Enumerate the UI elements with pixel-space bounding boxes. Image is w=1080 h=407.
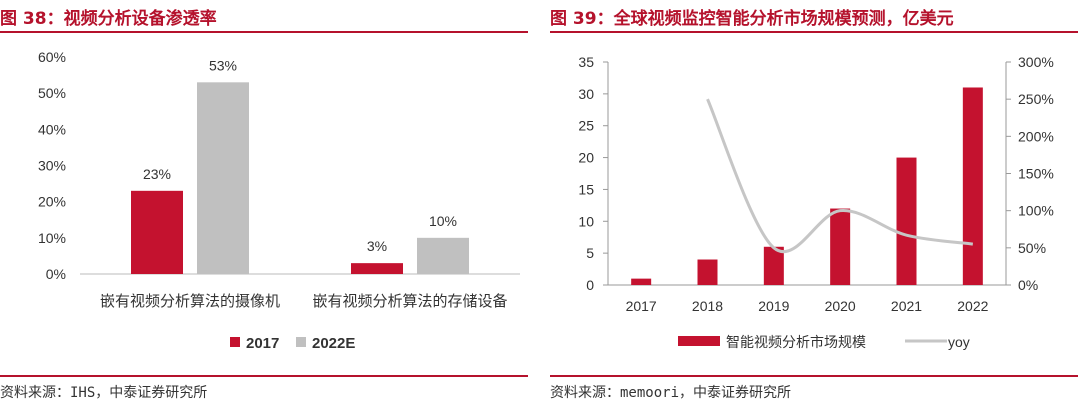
penetration-rate-bar-chart: 0% 10% 20% 30% 40% 50% 60% 23% 53% 嵌有视频分析算法的摄像机 3%… (38, 49, 520, 352)
x-tick-label: 2019 (758, 298, 789, 314)
y-tick-label: 40% (38, 121, 66, 137)
bar-2017 (631, 278, 652, 285)
left-title-rule (0, 31, 528, 33)
left-figure-panel: 图 38：视频分析设备渗透率 0% 10% 20% 30% 40% 50% 60% 23% 53… (0, 0, 530, 407)
right-figure-title: 图 39：全球视频监控智能分析市场规模预测，亿美元 (550, 9, 954, 29)
y-left-tick-label: 20 (578, 150, 594, 166)
x-tick-label: 2022 (957, 298, 988, 314)
y-tick-label: 10% (38, 230, 66, 246)
market-size-combo-chart: 0 5 10 15 20 25 30 35 0% 50% 100% 150% 200% 250% 300% 2… (578, 54, 1054, 350)
data-label: 23% (143, 166, 171, 182)
y-left-tick-label: 0 (586, 277, 594, 293)
y-right-tick-label: 0% (1018, 277, 1038, 293)
bar-2019 (763, 246, 784, 285)
bar-2021 (896, 157, 917, 285)
y-right-tick-label: 100% (1018, 203, 1054, 219)
y-left-tick-label: 10 (578, 213, 594, 229)
y-left-tick-label: 35 (578, 54, 594, 70)
data-label: 53% (209, 57, 237, 73)
y-tick-label: 60% (38, 49, 66, 65)
bar-2018 (697, 259, 718, 285)
y-right-tick-label: 200% (1018, 128, 1054, 144)
legend-label: 2022E (312, 335, 355, 352)
bar-2022E-1 (417, 237, 469, 274)
bar-2017-1 (351, 263, 403, 274)
yoy-line (706, 98, 974, 254)
data-label: 3% (367, 238, 387, 254)
y-tick-label: 20% (38, 194, 66, 210)
data-label: 10% (429, 213, 457, 229)
left-figure-title: 图 38：视频分析设备渗透率 (0, 9, 217, 29)
y-right-tick-label: 250% (1018, 91, 1054, 107)
legend-label-yoy: yoy (948, 334, 970, 350)
x-category-label: 嵌有视频分析算法的存储设备 (312, 292, 507, 310)
right-figure-panel: 图 39：全球视频监控智能分析市场规模预测，亿美元 0 5 10 15 20 25 30 35… (550, 0, 1080, 407)
bar-2022 (962, 87, 983, 285)
y-tick-label: 0% (46, 266, 66, 282)
legend-swatch-2017 (230, 337, 240, 347)
x-tick-label: 2021 (891, 298, 922, 314)
y-left-tick-label: 30 (578, 86, 594, 102)
legend-label-bars: 智能视频分析市场规模 (726, 334, 866, 350)
x-tick-label: 2018 (692, 298, 723, 314)
right-source-note: 资料来源：memoori，中泰证券研究所 (550, 385, 792, 401)
bar-2020 (830, 208, 851, 285)
x-category-label: 嵌有视频分析算法的摄像机 (100, 292, 280, 310)
x-tick-label: 2020 (825, 298, 856, 314)
right-title-rule (550, 31, 1078, 33)
bar-2017-0 (131, 190, 183, 274)
left-source-rule (0, 375, 528, 377)
y-tick-label: 30% (38, 158, 66, 174)
y-left-tick-label: 25 (578, 118, 594, 134)
legend-swatch-bars (678, 336, 720, 346)
y-tick-label: 50% (38, 85, 66, 101)
y-right-tick-label: 150% (1018, 166, 1054, 182)
legend-swatch-2022E (296, 337, 306, 347)
y-right-tick-label: 300% (1018, 54, 1054, 70)
y-left-tick-label: 15 (578, 181, 594, 197)
y-left-tick-label: 5 (586, 245, 594, 261)
y-right-tick-label: 50% (1018, 240, 1046, 256)
x-tick-label: 2017 (626, 298, 657, 314)
left-source-note: 资料来源：IHS，中泰证券研究所 (0, 385, 208, 401)
right-source-rule (550, 375, 1078, 377)
legend-label: 2017 (246, 335, 279, 352)
bar-2022E-0 (197, 82, 249, 274)
